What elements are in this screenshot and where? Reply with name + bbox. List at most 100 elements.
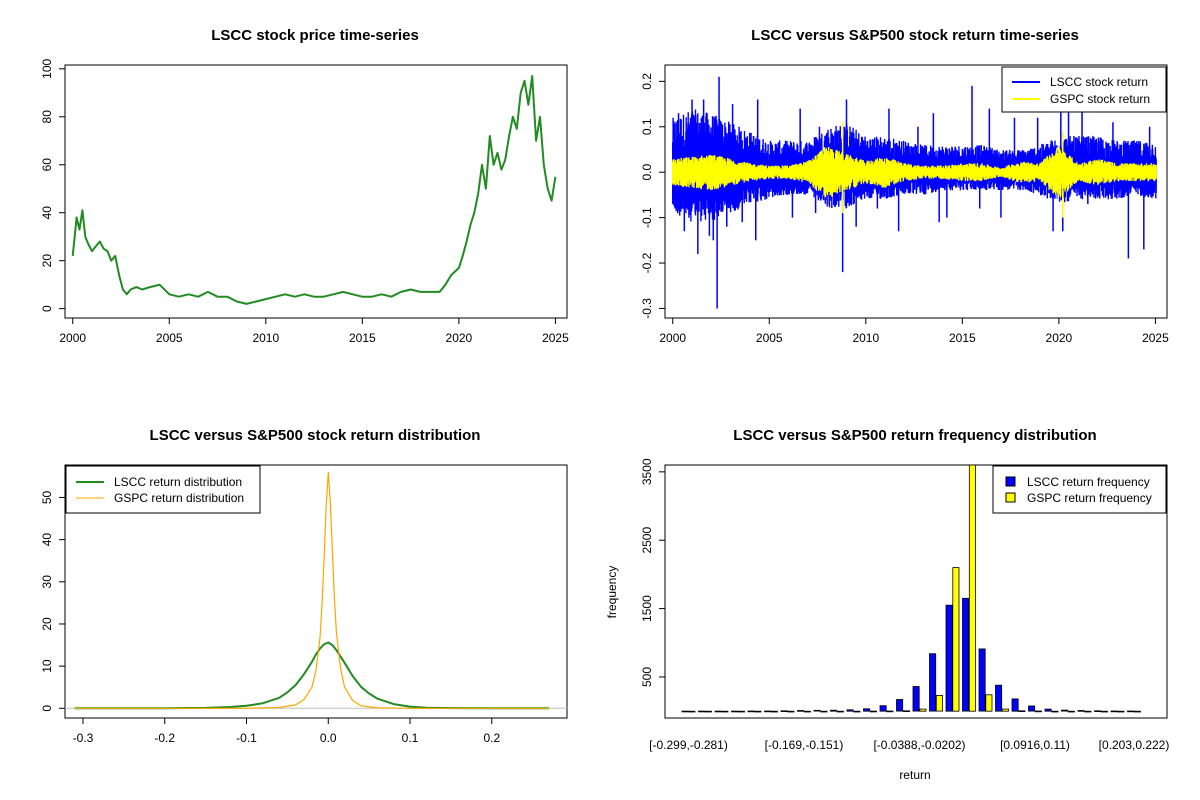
gspc-bar [787,710,795,713]
panel-return-distribution: LSCC versus S&P500 stock return distribu… [40,427,568,745]
lscc-bar [962,597,970,712]
legend-box [1001,66,1167,113]
legend-box [65,465,261,514]
x-tick-label: 2020 [1046,331,1073,345]
lscc-bar [995,684,1003,712]
y-tick-label: -0.3 [640,298,654,319]
y-axis-label: frequency [605,566,619,619]
gspc-bar [853,710,861,713]
gspc-bar [1117,710,1125,713]
legend-swatch [1005,492,1016,503]
lscc-density-line [74,641,549,710]
lscc-bar [1077,710,1085,712]
gspc-bar [836,710,844,713]
y-tick-label: 50 [40,490,54,504]
gspc-bar [1100,710,1108,713]
gspc-bar [968,464,976,712]
y-tick-label: 1500 [640,595,654,622]
y-tick-label: 100 [40,59,54,79]
x-tick-label: [-0.0388,-0.0202) [873,738,965,752]
x-tick-label: 2015 [949,331,976,345]
gspc-bar [770,710,778,713]
gspc-bar [721,710,729,713]
x-axis: -0.3 -0.2 -0.1 0.0 0.1 0.2 [73,717,500,745]
gspc-bar [952,567,960,712]
chart-title: LSCC versus S&P500 stock return distribu… [150,427,481,444]
y-tick-label: 0 [40,305,54,312]
chart-title: LSCC versus S&P500 stock return time-ser… [751,27,1079,44]
gspc-bar [803,710,811,713]
lscc-bar [698,710,706,713]
gspc-bar [820,710,828,713]
lscc-bar [929,653,937,712]
y-axis: 500 1500 2500 3500 [640,458,666,687]
gspc-bar [1018,710,1026,712]
x-tick-label: 0.1 [402,731,419,745]
x-tick-label: 2000 [59,331,86,345]
lscc-bar [681,710,689,713]
legend-label: LSCC return frequency [1027,475,1150,489]
lscc-bar [1110,710,1118,713]
lscc-bar [1044,708,1052,712]
x-tick-label: 2010 [852,331,879,345]
y-tick-label: 80 [40,110,54,124]
x-tick-label: 2025 [542,331,569,345]
y-tick-label: 3500 [640,458,654,485]
legend: LSCC stock return GSPC stock return [1001,66,1167,113]
lscc-bar [731,710,739,713]
gspc-bar [1133,710,1141,713]
y-tick-label: 0.1 [640,118,654,135]
x-tick-label: 2005 [756,331,783,345]
gspc-bar [1001,708,1009,712]
gspc-bar [737,710,745,713]
legend-label: LSCC return distribution [114,475,242,489]
x-tick-label: 2020 [446,331,473,345]
legend-swatch [1005,476,1016,487]
legend-label: LSCC stock return [1050,75,1148,89]
x-tick-label: [-0.299,-0.281) [649,738,728,752]
x-tick-label: 0.0 [320,731,337,745]
gspc-bar [919,708,927,712]
price-line [71,75,557,305]
y-tick-label: 2500 [640,527,654,554]
plot-marks [71,75,557,305]
lscc-bar [813,709,821,712]
gspc-bar [1034,710,1042,713]
y-tick-label: 60 [40,158,54,172]
x-tick-label: 2000 [659,331,686,345]
lscc-bar [945,604,953,712]
x-tick-label: [0.203,0.222) [1099,738,1170,752]
x-axis: 2000 2005 2010 2015 2020 2025 [59,317,569,345]
panel-price: LSCC stock price time-series 2000 2005 201… [40,27,569,345]
panel-return-timeseries: LSCC versus S&P500 stock return time-ser… [640,27,1169,345]
legend-label: GSPC return frequency [1027,491,1152,505]
lscc-bar [1028,705,1036,712]
plot-marks [672,76,1157,309]
gspc-bar [985,694,993,712]
lscc-bar [1011,698,1019,712]
y-axis: 0 10 20 30 40 50 [40,490,66,712]
gspc-bar [869,710,877,713]
x-tick-label: [0.0916,0.11) [1000,738,1070,752]
y-tick-label: 500 [640,667,654,687]
lscc-bar [764,710,772,713]
lscc-bar [830,709,838,712]
lscc-bar [1061,709,1069,712]
x-tick-label: -0.2 [154,731,175,745]
lscc-bar [1094,710,1102,712]
x-axis-label: return [899,768,930,782]
legend-label: GSPC return distribution [114,491,244,505]
x-tick-label: 2015 [349,331,376,345]
gspc-bar [704,710,712,713]
lscc-bar [863,708,871,712]
y-tick-label: 0 [40,705,54,712]
gspc-return-series [672,146,1157,199]
lscc-bar [747,710,755,713]
gspc-bar [1084,710,1092,713]
panel-return-frequency: LSCC versus S&P500 return frequency dist… [605,427,1169,782]
y-axis: -0.3 -0.2 -0.1 0.0 0.1 0.2 [640,73,666,319]
plot-marks [681,464,1141,713]
gspc-bar [754,710,762,713]
chart-title: LSCC versus S&P500 return frequency dist… [733,427,1096,444]
